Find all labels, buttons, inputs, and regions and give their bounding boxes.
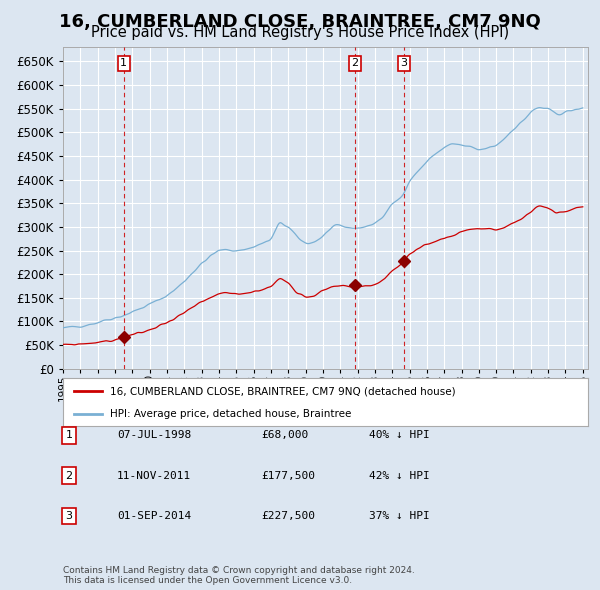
Text: 40% ↓ HPI: 40% ↓ HPI <box>369 431 430 440</box>
Text: £227,500: £227,500 <box>261 511 315 520</box>
Text: £177,500: £177,500 <box>261 471 315 480</box>
Text: 37% ↓ HPI: 37% ↓ HPI <box>369 511 430 520</box>
Text: 42% ↓ HPI: 42% ↓ HPI <box>369 471 430 480</box>
Text: 1: 1 <box>65 431 73 440</box>
Text: 3: 3 <box>400 58 407 68</box>
Text: 3: 3 <box>65 511 73 520</box>
Text: 1: 1 <box>121 58 127 68</box>
Text: Contains HM Land Registry data © Crown copyright and database right 2024.
This d: Contains HM Land Registry data © Crown c… <box>63 566 415 585</box>
Text: HPI: Average price, detached house, Braintree: HPI: Average price, detached house, Brai… <box>110 409 352 419</box>
Text: 07-JUL-1998: 07-JUL-1998 <box>117 431 191 440</box>
Text: 2: 2 <box>352 58 359 68</box>
Text: 01-SEP-2014: 01-SEP-2014 <box>117 511 191 520</box>
Text: 16, CUMBERLAND CLOSE, BRAINTREE, CM7 9NQ (detached house): 16, CUMBERLAND CLOSE, BRAINTREE, CM7 9NQ… <box>110 386 456 396</box>
Text: 16, CUMBERLAND CLOSE, BRAINTREE, CM7 9NQ: 16, CUMBERLAND CLOSE, BRAINTREE, CM7 9NQ <box>59 13 541 31</box>
Text: 11-NOV-2011: 11-NOV-2011 <box>117 471 191 480</box>
Text: Price paid vs. HM Land Registry's House Price Index (HPI): Price paid vs. HM Land Registry's House … <box>91 25 509 40</box>
Text: £68,000: £68,000 <box>261 431 308 440</box>
Text: 2: 2 <box>65 471 73 480</box>
